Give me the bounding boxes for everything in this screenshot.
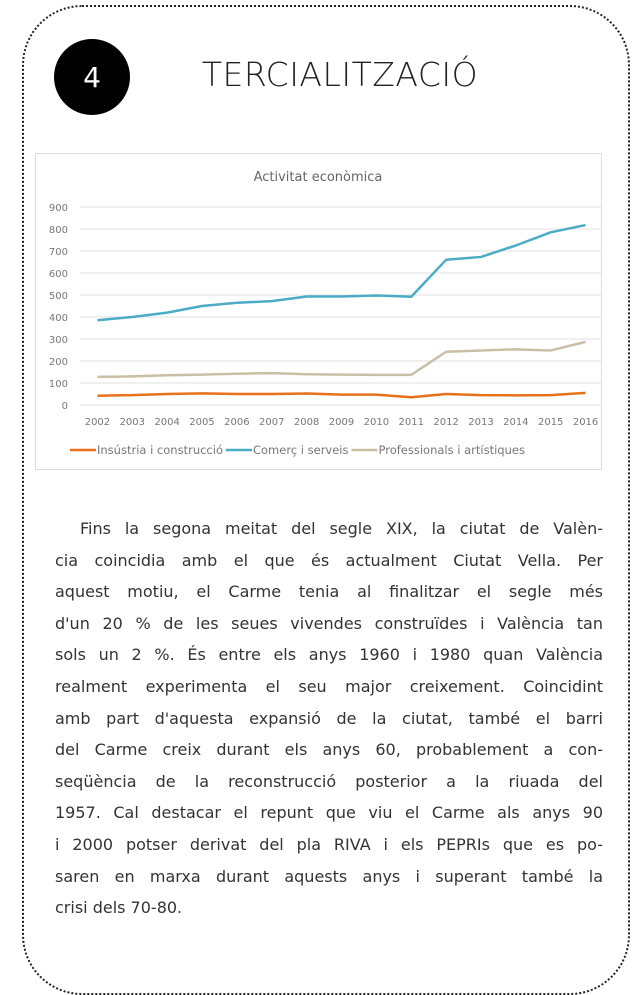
paragraph-line: crisi dels 70-80.	[55, 898, 183, 918]
x-tick-label: 2004	[154, 417, 179, 428]
x-tick-label: 2015	[538, 417, 563, 428]
x-tick-label: 2006	[224, 417, 249, 428]
series-line	[97, 340, 586, 379]
paragraph-line: Fins la segona meitat del segle XIX, la …	[80, 519, 603, 538]
x-tick-label: 2007	[259, 417, 284, 428]
y-tick-label: 200	[49, 357, 68, 368]
paragraph-line: 1957. Cal destacar el repunt que viu el …	[55, 803, 603, 823]
y-tick-label: 800	[49, 225, 68, 236]
x-tick-label: 2011	[399, 417, 424, 428]
paragraph-line: del Carme creix durant els anys 60, prob…	[55, 740, 603, 760]
y-tick-label: 600	[49, 269, 68, 280]
chart-title: Activitat econòmica	[254, 170, 383, 185]
section-number: 4	[54, 39, 130, 115]
x-tick-label: 2010	[364, 417, 389, 428]
series-line	[97, 391, 586, 399]
legend-label: Comerç i serveis	[253, 443, 349, 457]
paragraph-line: d'un 20 % de les seues vivendes construï…	[55, 613, 603, 633]
paragraph-line: saren en marxa durant aquests anys i sup…	[55, 866, 603, 886]
x-tick-label: 2009	[329, 417, 354, 428]
x-tick-label: 2008	[294, 417, 319, 428]
chart-box: Activitat econòmica 0 100 200 300 400 500 600 7…	[35, 153, 603, 470]
paragraph-line: i 2000 potser derivat del pla RIVA i els…	[55, 834, 603, 854]
x-tick-label: 2016	[573, 417, 598, 428]
y-tick-label: 0	[62, 401, 68, 412]
x-tick-label: 2003	[120, 417, 145, 428]
paragraph-line: cia coincidia amb el que és actualment C…	[55, 550, 603, 570]
y-tick-label: 100	[49, 379, 68, 390]
chart: Activitat econòmica 0 100 200 300 400 500 600 7…	[49, 170, 603, 457]
y-tick-label: 300	[49, 335, 68, 346]
series-line	[97, 223, 586, 322]
section-title: TERCIALITZACIÓ	[201, 55, 479, 94]
x-tick-label: 2005	[189, 417, 214, 428]
paragraph-line: seqüència de la reconstrucció posterior …	[55, 771, 603, 791]
paragraph-line: aquest motiu, el Carme tenia al finalitz…	[55, 582, 603, 602]
paragraph-line: sols un 2 %. És entre els anys 1960 i 19…	[55, 645, 603, 665]
y-tick-label: 400	[49, 313, 68, 324]
y-tick-label: 500	[49, 291, 68, 302]
paragraph-line: realment experimenta el seu major creixe…	[55, 676, 603, 696]
y-tick-label: 700	[49, 247, 68, 258]
page: {"header": {"number": "4", "title": "TER…	[22, 5, 630, 995]
paragraph-line: amb part d'aquesta expansió de la ciutat…	[55, 708, 603, 728]
y-tick-label: 900	[49, 203, 68, 214]
legend-label: Professionals i artístiques	[379, 443, 525, 457]
x-tick-label: 2012	[433, 417, 458, 428]
legend-label: Insústria i construcció	[97, 443, 223, 457]
x-tick-label: 2014	[503, 417, 528, 428]
x-tick-label: 2002	[85, 417, 110, 428]
paragraph: Fins la segona meitat del segle XIX, la …	[55, 513, 603, 924]
x-tick-label: 2013	[468, 417, 493, 428]
